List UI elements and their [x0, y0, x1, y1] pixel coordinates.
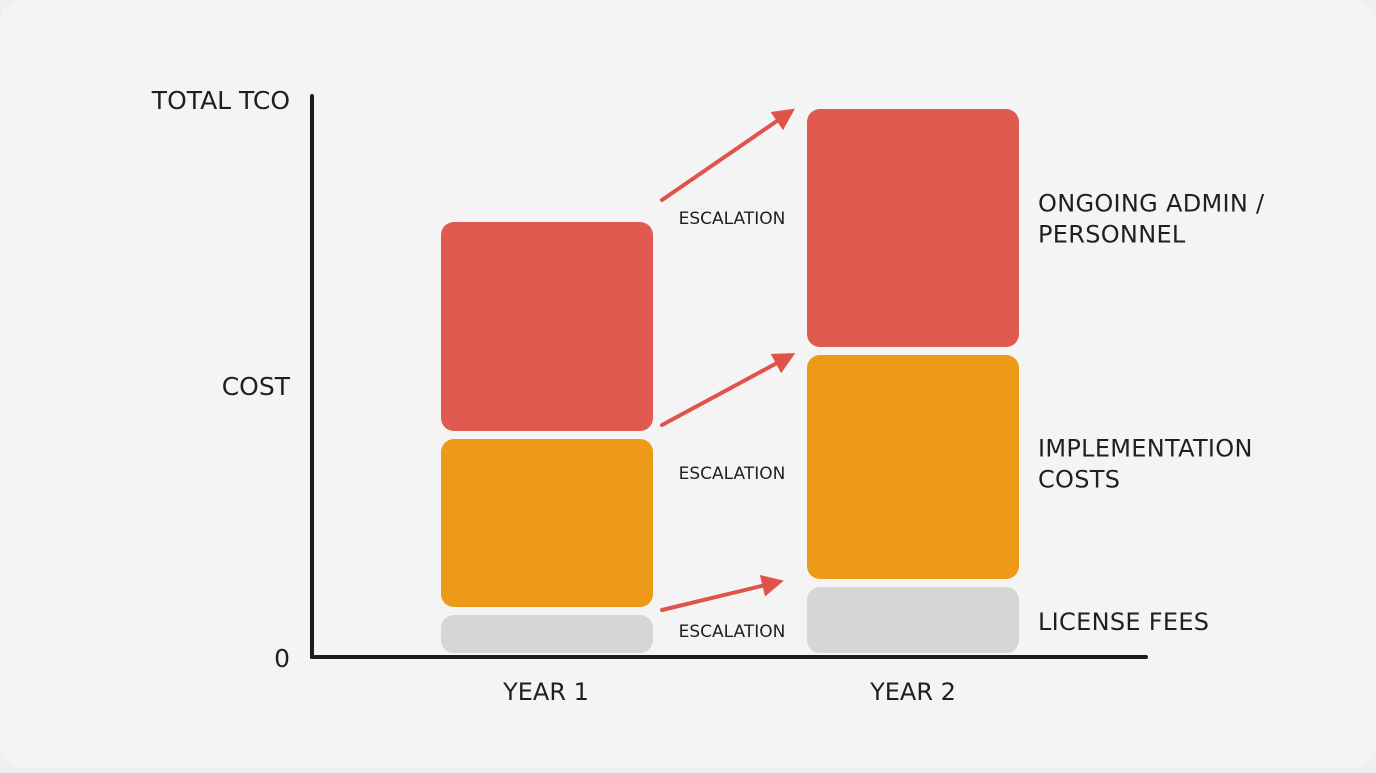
escalation-arrowhead	[759, 575, 784, 597]
escalation-arrow	[660, 354, 792, 427]
bar-1-implementation-costs	[441, 439, 653, 607]
bar-1-license-fees	[441, 615, 653, 653]
bars	[441, 109, 1019, 653]
escalation-label: ESCALATION	[679, 464, 786, 484]
y-axis-label: COST	[222, 372, 291, 401]
y-axis-top-label: TOTAL TCO	[151, 86, 290, 115]
bar-2-license-fees	[807, 587, 1019, 653]
labels: YEAR 1 YEAR 2 LICENSE FEES IMPLEMENTATION CO…	[502, 190, 1265, 707]
x-tick-label: YEAR 2	[869, 678, 956, 706]
escalation-arrow	[660, 110, 792, 202]
escalation-label: ESCALATION	[679, 209, 786, 229]
escalation-arrows	[660, 108, 796, 612]
x-tick-label: YEAR 1	[502, 678, 589, 706]
escalation-label: ESCALATION	[679, 622, 786, 642]
bar-2-ongoing-admin-personnel	[807, 109, 1019, 347]
series-label: IMPLEMENTATION COSTS	[1038, 435, 1253, 494]
escalation-arrowhead	[770, 353, 796, 374]
y-axis-zero-label: 0	[274, 644, 290, 673]
axes	[310, 94, 1148, 659]
escalation-arrowhead	[770, 108, 795, 131]
series-label: LICENSE FEES	[1038, 608, 1209, 636]
bar-2-implementation-costs	[807, 355, 1019, 579]
escalation-arrow	[660, 580, 780, 612]
series-label: ONGOING ADMIN / PERSONNEL	[1038, 190, 1265, 249]
bar-1-ongoing-admin-personnel	[441, 222, 653, 431]
